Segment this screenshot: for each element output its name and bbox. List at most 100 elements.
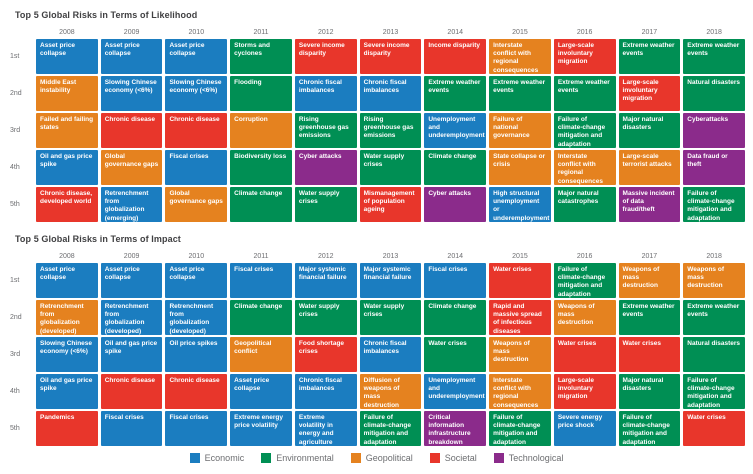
rank-label-4th: 4th [10,388,20,395]
risk-cell-2014-rank-5: Cyber attacks [424,187,487,222]
risk-cell-2009-rank-2: Retrenchment from globalization (develop… [100,300,163,335]
risk-cell-2010-rank-4: Fiscal crises [165,150,228,185]
risk-cell-2012-rank-3: Food shortage crises [294,337,357,372]
risk-cell-2016-rank-5: Severe energy price shock [553,411,616,446]
risk-cell-2011-rank-4: Biodiversity loss [230,150,292,185]
risk-cell-2017-rank-3: Major natural disasters [618,113,681,148]
risk-cell-2012-rank-2: Water supply crises [294,300,357,335]
legend-item-environmental: Environmental [261,453,334,463]
year-label-2012: 2012 [317,29,334,36]
risk-cell-2013-rank-4: Water supply crises [359,150,422,185]
legend-item-societal: Societal [429,453,477,463]
rank-label-3rd: 3rd [10,351,21,358]
year-label-2008: 2008 [59,29,75,36]
impact-table-title: Top 5 Global Risks in Terms of Impact [15,234,181,244]
risk-cell-2016-rank-3: Failure of climate-change mitigation and… [553,113,616,148]
risk-cell-2016-rank-3: Water crises [553,337,616,372]
year-label-2011: 2011 [253,253,269,260]
risk-cell-2012-rank-4: Cyber attacks [294,150,357,185]
risk-cell-2010-rank-5: Fiscal crises [165,411,228,446]
grid-corner-spacer [8,24,33,37]
rank-label-5th: 5th [10,201,20,208]
legend-item-geopolitical: Geopolitical [350,453,413,463]
risk-cell-2017-rank-2: Extreme weather events [618,300,681,335]
risk-cell-2015-rank-3: Weapons of mass destruction [489,337,551,372]
risk-cell-2016-rank-4: Large-scale involuntary migration [553,374,616,409]
risk-cell-2014-rank-1: Fiscal crises [424,263,487,298]
year-label-2017: 2017 [641,29,658,36]
risk-cell-2011-rank-5: Climate change [230,187,292,222]
risk-cell-2013-rank-1: Severe income disparity [359,39,422,74]
year-label-2014: 2014 [447,253,463,260]
risk-cell-2009-rank-5: Retrenchment from globalization (emergin… [100,187,163,222]
risk-cell-2010-rank-5: Global governance gaps [165,187,228,222]
risk-cell-2011-rank-1: Fiscal crises [230,263,292,298]
legend-label-environmental: Environmental [276,453,334,463]
risk-cell-2016-rank-2: Weapons of mass destruction [553,300,616,335]
risk-cell-2013-rank-1: Major systemic financial failure [359,263,422,298]
risk-cell-2008-rank-2: Middle East instability [36,76,98,111]
risk-cell-2008-rank-5: Pandemics [36,411,98,446]
year-label-2018: 2018 [706,29,722,36]
risk-cell-2010-rank-4: Chronic disease [165,374,228,409]
economic-swatch-icon [189,453,200,463]
risk-cell-2015-rank-2: Rapid and massive spread of infectious d… [489,300,551,335]
risk-cell-2012-rank-3: Rising greenhouse gas emissions [294,113,357,148]
impact-table: 2008 2009 2010 2011 2012 2013 2014 2015 2016 2017… [8,248,745,446]
risk-cell-2016-rank-5: Major natural catastrophes [553,187,616,222]
year-label-2018: 2018 [706,253,722,260]
risk-cell-2008-rank-3: Slowing Chinese economy (<6%) [36,337,98,372]
risk-cell-2018-rank-3: Cyberattacks [683,113,745,148]
risk-cell-2018-rank-2: Extreme weather events [683,300,745,335]
risk-cell-2014-rank-2: Extreme weather events [424,76,487,111]
risk-cell-2018-rank-1: Extreme weather events [683,39,745,74]
risk-cell-2015-rank-4: State collapse or crisis [489,150,551,185]
risk-cell-2018-rank-4: Data fraud or theft [683,150,745,185]
risk-cell-2008-rank-1: Asset price collapse [36,263,98,298]
year-label-2014: 2014 [447,29,463,36]
risk-cell-2011-rank-2: Climate change [230,300,292,335]
legend-item-technological: Technological [493,453,563,463]
risk-cell-2008-rank-3: Failed and failing states [36,113,98,148]
risk-cell-2017-rank-5: Massive incident of data fraud/theft [618,187,681,222]
risk-cell-2017-rank-1: Weapons of mass destruction [618,263,681,298]
societal-swatch-icon [429,453,440,463]
risk-cell-2009-rank-3: Chronic disease [100,113,163,148]
risk-cell-2012-rank-4: Chronic fiscal imbalances [294,374,357,409]
year-label-2015: 2015 [512,253,528,260]
risk-cell-2012-rank-1: Severe income disparity [294,39,357,74]
rank-label-2nd: 2nd [10,314,22,321]
risk-cell-2011-rank-1: Storms and cyclones [230,39,292,74]
rank-label-5th: 5th [10,425,20,432]
risk-cell-2017-rank-5: Failure of climate-change mitigation and… [618,411,681,446]
risk-cell-2016-rank-1: Failure of climate-change mitigation and… [553,263,616,298]
year-label-2016: 2016 [576,29,593,36]
risk-cell-2009-rank-4: Global governance gaps [100,150,163,185]
risk-cell-2014-rank-2: Climate change [424,300,487,335]
risk-cell-2016-rank-2: Extreme weather events [553,76,616,111]
risk-cell-2009-rank-2: Slowing Chinese economy (<6%) [100,76,163,111]
grid-corner-spacer [8,248,33,261]
year-label-2011: 2011 [253,29,269,36]
impact-section: Top 5 Global Risks in Terms of Impact 20… [8,234,745,446]
risk-cell-2013-rank-4: Diffusion of weapons of mass destruction [359,374,422,409]
risk-cell-2009-rank-1: Asset price collapse [100,39,163,74]
risk-cell-2014-rank-3: Unemployment and underemployment [424,113,487,148]
risk-cell-2008-rank-2: Retrenchment from globalization (develop… [36,300,98,335]
year-label-2015: 2015 [512,29,528,36]
risk-cell-2018-rank-5: Water crises [683,411,745,446]
risk-cell-2010-rank-1: Asset price collapse [165,263,228,298]
year-label-2009: 2009 [123,29,140,36]
risk-cell-2008-rank-5: Chronic disease, developed world [36,187,98,222]
year-label-2010: 2010 [188,253,205,260]
risk-cell-2013-rank-5: Failure of climate-change mitigation and… [359,411,422,446]
legend-label-geopolitical: Geopolitical [365,453,413,463]
rank-label-1st: 1st [10,53,20,60]
likelihood-table-title: Top 5 Global Risks in Terms of Likelihoo… [15,10,198,20]
risk-cell-2012-rank-2: Chronic fiscal imbalances [294,76,357,111]
risk-cell-2018-rank-2: Natural disasters [683,76,745,111]
risk-cell-2013-rank-2: Water supply crises [359,300,422,335]
risk-cell-2017-rank-4: Major natural disasters [618,374,681,409]
risk-cell-2014-rank-3: Water crises [424,337,487,372]
